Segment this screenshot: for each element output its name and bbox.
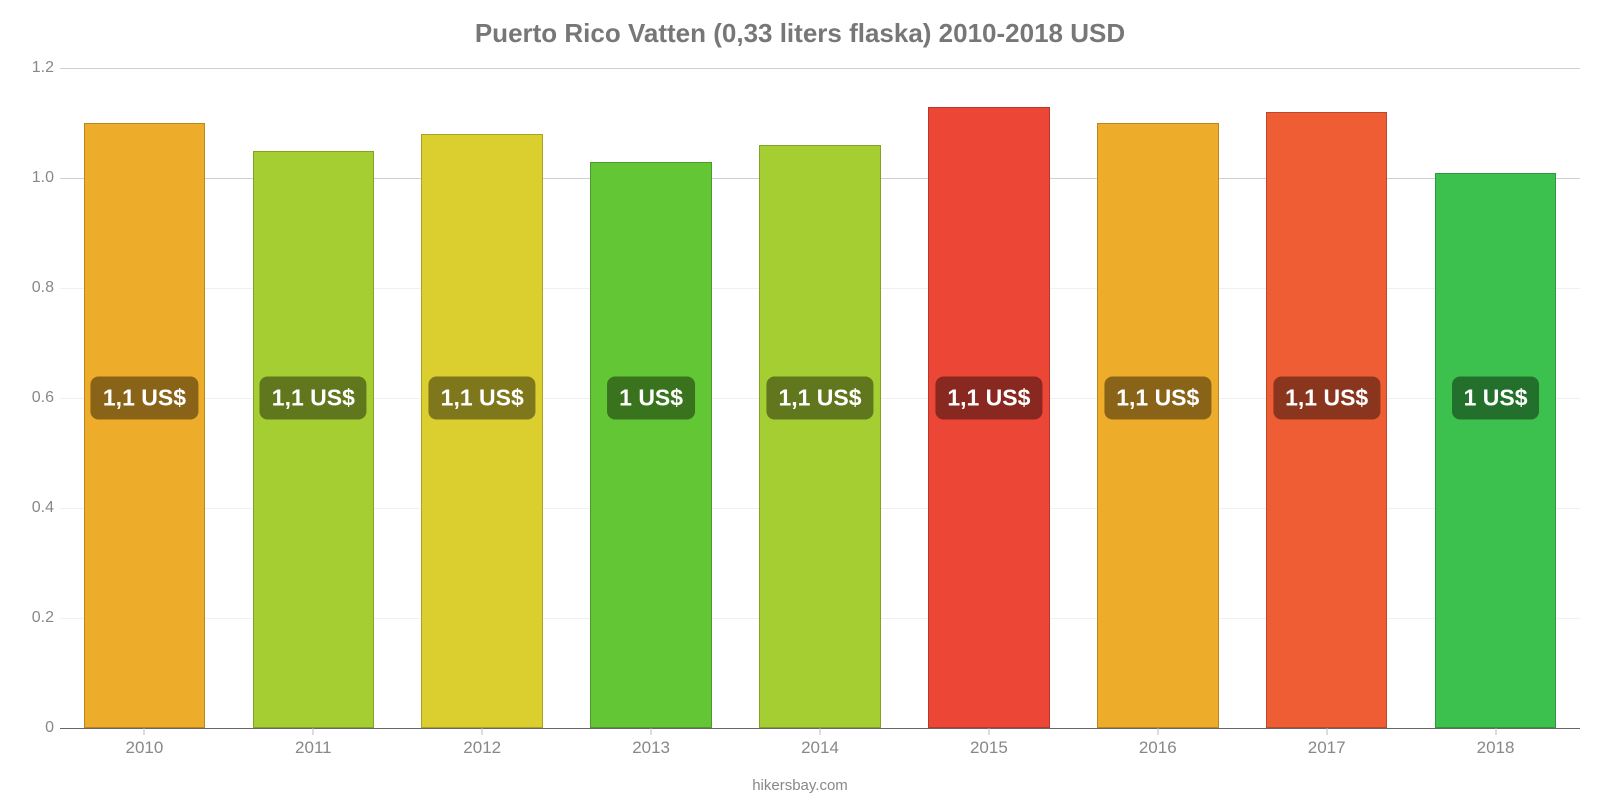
bar <box>1435 173 1557 729</box>
y-tick-label: 1.2 <box>12 59 54 77</box>
y-tick-label: 0.8 <box>12 279 54 297</box>
x-tick-label: 2015 <box>970 738 1008 758</box>
plot-area: 00.20.40.60.81.01.2 1,1 US$1,1 US$1,1 US… <box>60 68 1580 728</box>
y-tick-label: 0.2 <box>12 609 54 627</box>
x-tick-label: 2012 <box>463 738 501 758</box>
bar <box>1097 123 1219 728</box>
x-tick-mark <box>482 728 483 735</box>
bar <box>421 134 543 728</box>
bar-value-label: 1,1 US$ <box>1273 377 1380 420</box>
bar <box>253 151 375 729</box>
x-tick-mark <box>313 728 314 735</box>
bar-value-label: 1 US$ <box>607 377 695 420</box>
bar <box>590 162 712 729</box>
bar-value-label: 1,1 US$ <box>766 377 873 420</box>
x-tick-label: 2013 <box>632 738 670 758</box>
bar-value-label: 1,1 US$ <box>429 377 536 420</box>
x-tick-mark <box>820 728 821 735</box>
x-tick-label: 2017 <box>1308 738 1346 758</box>
x-tick-label: 2018 <box>1477 738 1515 758</box>
bar <box>84 123 206 728</box>
bar-value-label: 1,1 US$ <box>935 377 1042 420</box>
bar <box>759 145 881 728</box>
x-tick-mark <box>144 728 145 735</box>
x-tick-mark <box>988 728 989 735</box>
x-tick-mark <box>1495 728 1496 735</box>
bar <box>1266 112 1388 728</box>
bars-layer: 1,1 US$ 1,1 US$ 1,1 US$ 1 US$ 1,1 US$ 1,1 US$… <box>60 68 1580 728</box>
x-tick-label: 2014 <box>801 738 839 758</box>
y-tick-label: 0.6 <box>12 389 54 407</box>
y-tick-label: 0 <box>12 719 54 737</box>
x-tick-label: 2011 <box>295 738 332 758</box>
x-tick-mark <box>1157 728 1158 735</box>
x-tick-mark <box>651 728 652 735</box>
chart-footer: hikersbay.com <box>0 777 1600 794</box>
chart-title: Puerto Rico Vatten (0,33 liters flaska) … <box>0 18 1600 49</box>
bar-value-label: 1 US$ <box>1452 377 1540 420</box>
x-tick-mark <box>1326 728 1327 735</box>
y-tick-label: 1.0 <box>12 169 54 187</box>
y-tick-label: 0.4 <box>12 499 54 517</box>
chart-container: Puerto Rico Vatten (0,33 liters flaska) … <box>0 0 1600 800</box>
bar-value-label: 1,1 US$ <box>91 377 198 420</box>
bar-value-label: 1,1 US$ <box>260 377 367 420</box>
x-tick-label: 2010 <box>126 738 164 758</box>
bar-value-label: 1,1 US$ <box>1104 377 1211 420</box>
x-tick-label: 2016 <box>1139 738 1177 758</box>
